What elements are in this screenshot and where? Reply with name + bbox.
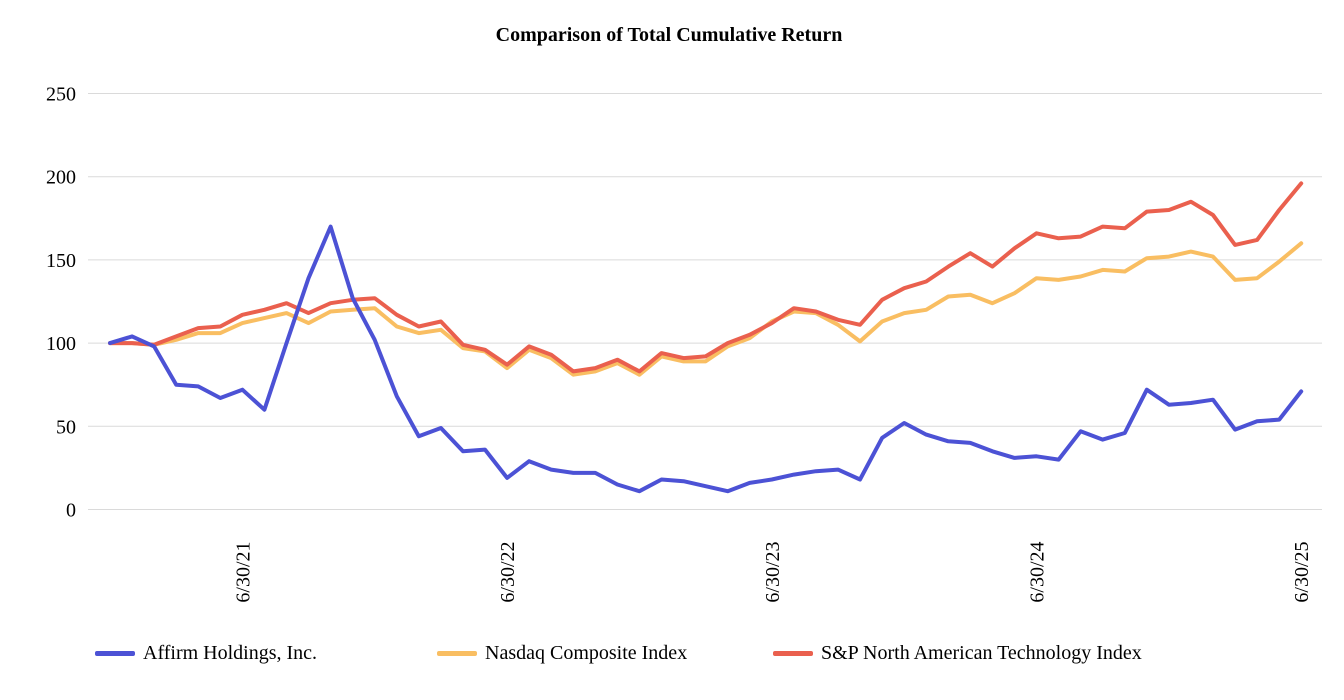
chart-title: Comparison of Total Cumulative Return bbox=[495, 24, 843, 46]
series-line-affirm bbox=[108, 224, 1304, 494]
y-axis-label-0: 0 bbox=[66, 500, 76, 522]
legend: Affirm Holdings, Inc. Nasdaq Composite I… bbox=[0, 638, 1344, 668]
sp-tech-line-swatch bbox=[773, 650, 813, 656]
y-axis-label-200: 200 bbox=[46, 167, 76, 189]
series-line-nasdaq bbox=[108, 241, 1304, 377]
legend-label-sp-tech: S&P North American Technology Index bbox=[821, 641, 1142, 664]
x-axis-label-6-30-25: 6/30/25 bbox=[1291, 541, 1313, 602]
legend-item-affirm: Affirm Holdings, Inc. bbox=[95, 638, 317, 668]
legend-item-nasdaq: Nasdaq Composite Index bbox=[437, 638, 687, 668]
x-axis-label-6-30-23: 6/30/23 bbox=[762, 541, 784, 602]
x-axis-label-6-30-24: 6/30/24 bbox=[1027, 541, 1049, 602]
y-axis-label-100: 100 bbox=[46, 333, 76, 355]
legend-item-sp-tech: S&P North American Technology Index bbox=[773, 638, 1142, 668]
x-axis-label-6-30-22: 6/30/22 bbox=[497, 541, 519, 602]
y-axis-label-250: 250 bbox=[46, 84, 76, 106]
series-line-sp bbox=[108, 181, 1304, 374]
y-axis-label-50: 50 bbox=[56, 416, 76, 438]
y-axis-label-150: 150 bbox=[46, 250, 76, 272]
affirm-line-swatch bbox=[95, 650, 135, 656]
nasdaq-line-swatch bbox=[437, 650, 477, 656]
x-axis-label-6-30-21: 6/30/21 bbox=[232, 541, 254, 602]
legend-label-affirm: Affirm Holdings, Inc. bbox=[143, 641, 318, 664]
legend-label-nasdaq: Nasdaq Composite Index bbox=[485, 641, 688, 664]
